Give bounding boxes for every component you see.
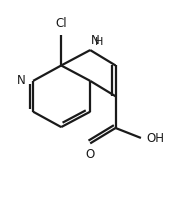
Text: O: O xyxy=(86,148,95,161)
Text: N: N xyxy=(17,74,26,87)
Text: Cl: Cl xyxy=(55,17,67,30)
Text: N: N xyxy=(91,34,100,47)
Text: H: H xyxy=(95,37,103,47)
Text: OH: OH xyxy=(146,132,164,145)
